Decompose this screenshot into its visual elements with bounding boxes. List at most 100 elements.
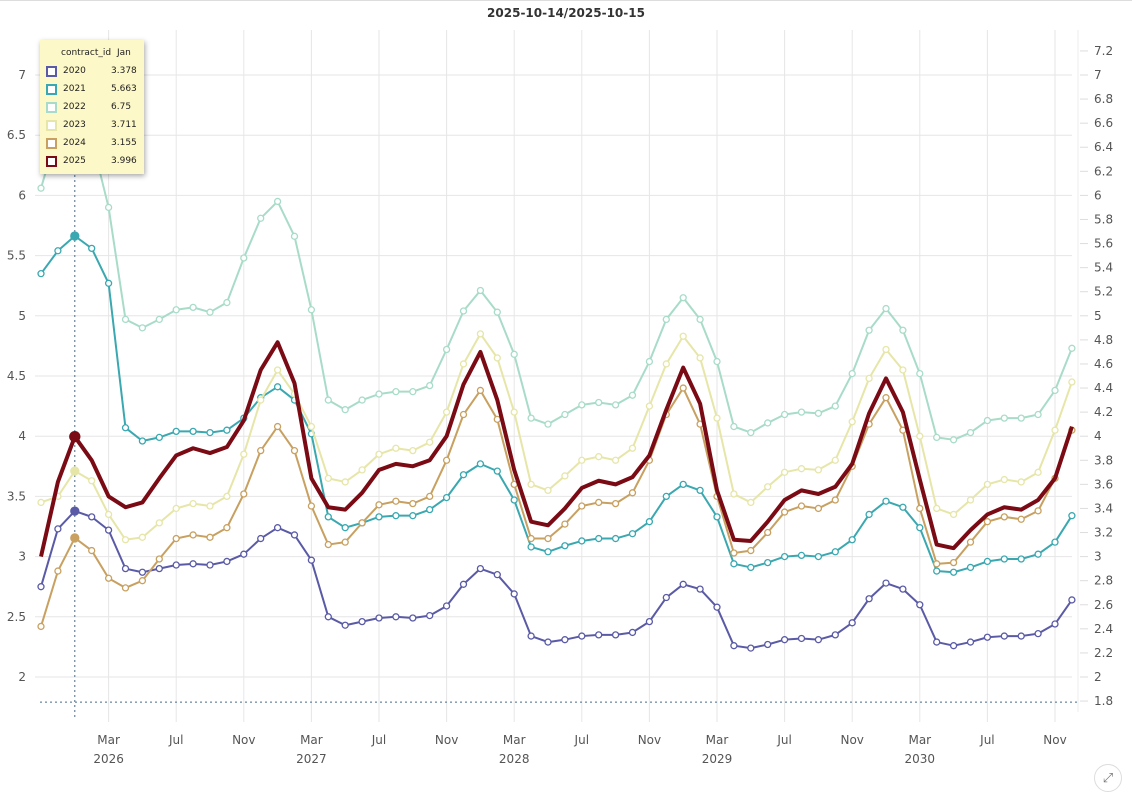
data-point-2024	[679, 384, 687, 392]
data-point-2021	[273, 383, 282, 391]
data-point-2022	[1000, 414, 1008, 422]
x-tick-month: Nov	[435, 733, 458, 747]
y-tick-left: 2	[18, 670, 26, 684]
y-tick-right: 2	[1094, 670, 1102, 684]
x-tick-month: Jul	[979, 733, 994, 747]
data-point-2020	[104, 526, 113, 534]
y-tick-left: 4.5	[7, 369, 26, 383]
data-point-2023	[730, 490, 738, 498]
data-point-2022	[882, 304, 890, 313]
data-point-2021	[595, 534, 603, 543]
series-line-2025	[39, 340, 1074, 558]
data-point-2023	[273, 366, 282, 374]
data-point-2022	[527, 414, 535, 422]
expand-icon[interactable]: ⤢	[1094, 764, 1122, 792]
data-point-2024	[797, 502, 806, 510]
data-point-2022	[780, 410, 789, 419]
data-point-2022	[121, 315, 130, 324]
data-point-2023	[138, 533, 147, 541]
data-point-2022	[983, 416, 992, 425]
y-tick-right: 3.6	[1094, 477, 1113, 491]
x-tick-year: 2028	[499, 752, 530, 766]
legend-series-value: 6.75	[111, 102, 132, 112]
legend-series-name: 2020	[63, 66, 86, 76]
data-point-2024	[561, 520, 569, 528]
data-point-2023	[459, 360, 468, 368]
data-point-2023	[949, 510, 958, 519]
data-point-2020	[138, 568, 147, 576]
data-point-2021	[138, 437, 147, 445]
y-tick-right: 4	[1094, 429, 1102, 443]
data-point-2022	[358, 396, 366, 404]
data-point-2020	[206, 561, 214, 569]
data-point-2023	[70, 466, 80, 476]
legend-item-2023[interactable]: 2023 3.711	[44, 116, 140, 134]
data-point-2020	[341, 621, 349, 629]
legend-header-key: contract_id	[61, 48, 112, 58]
data-point-2021	[983, 557, 992, 566]
data-point-2021	[442, 493, 451, 502]
data-point-2021	[172, 427, 180, 436]
data-point-2022	[544, 420, 552, 428]
data-point-2020	[949, 642, 958, 650]
data-point-2020	[814, 636, 823, 644]
legend-item-2021[interactable]: 2021 5.663	[44, 80, 140, 98]
x-tick-month: Mar	[503, 733, 526, 747]
legend-series-name: 2025	[63, 156, 86, 166]
data-point-2020	[544, 638, 552, 646]
data-point-2024	[983, 518, 992, 526]
data-point-2022	[966, 428, 975, 437]
data-point-2020	[442, 602, 451, 610]
data-point-2022	[628, 391, 637, 399]
data-point-2022	[510, 350, 518, 358]
legend-item-2020[interactable]: 2020 3.378	[44, 62, 140, 80]
y-tick-left: 3.5	[7, 489, 26, 503]
data-point-2024	[1017, 515, 1025, 523]
data-point-2023	[324, 474, 332, 482]
y-tick-left: 3	[18, 550, 26, 564]
data-point-2022	[730, 422, 738, 431]
data-point-2023	[814, 466, 823, 474]
y-tick-left: 6.5	[7, 128, 26, 142]
data-point-2021	[814, 552, 823, 561]
data-point-2024	[595, 498, 603, 507]
data-point-2024	[341, 538, 349, 546]
legend-swatch-icon	[46, 155, 57, 167]
data-point-2022	[375, 390, 383, 398]
legend-series-value: 3.996	[111, 156, 137, 166]
data-point-2021	[899, 503, 907, 511]
data-point-2023	[189, 499, 197, 508]
data-point-2022	[662, 315, 670, 324]
y-tick-right: 3.8	[1094, 453, 1113, 467]
data-point-2020	[1068, 596, 1076, 604]
legend-item-2025[interactable]: 2025 3.996	[44, 152, 140, 170]
data-point-2021	[611, 534, 620, 543]
data-point-2024	[764, 528, 772, 537]
legend-series-value: 5.663	[111, 84, 137, 94]
data-point-2020	[223, 557, 231, 566]
data-point-2023	[916, 432, 924, 440]
data-point-2020	[595, 631, 603, 639]
legend-series-value: 3.155	[111, 138, 137, 148]
data-point-2024	[54, 567, 62, 575]
data-point-2022	[341, 406, 349, 414]
data-point-2022	[611, 401, 620, 409]
data-point-2022	[324, 396, 332, 404]
legend-item-2022[interactable]: 2022 6.75	[44, 98, 140, 116]
data-point-2024	[257, 446, 265, 455]
data-point-2024	[375, 501, 383, 509]
data-point-2020	[121, 564, 130, 573]
x-tick-month: Mar	[97, 733, 120, 747]
data-point-2024	[949, 558, 958, 567]
data-point-2024	[1000, 513, 1008, 521]
data-point-2022	[747, 428, 755, 437]
legend-series-name: 2023	[63, 120, 86, 130]
y-tick-left: 6	[18, 188, 26, 202]
data-point-2021	[223, 426, 231, 434]
data-point-2022	[916, 369, 924, 378]
data-point-2021	[189, 427, 197, 436]
y-tick-left: 4	[18, 429, 26, 443]
legend-item-2024[interactable]: 2024 3.155	[44, 134, 140, 152]
legend-swatch-icon	[46, 137, 57, 149]
